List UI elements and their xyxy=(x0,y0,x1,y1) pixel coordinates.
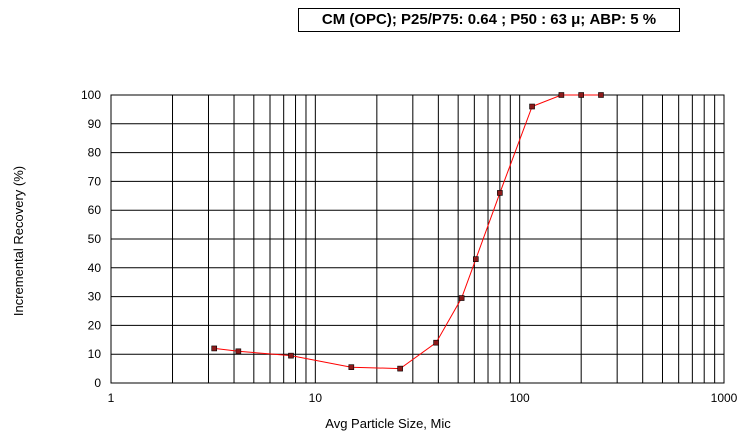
data-point xyxy=(235,348,242,355)
x-tick-label: 1000 xyxy=(711,391,738,405)
y-tick-label: 60 xyxy=(88,203,102,217)
x-tick-label: 100 xyxy=(510,391,530,405)
x-tick-labels: 1 10 100 1000 xyxy=(108,391,738,405)
y-tick-label: 0 xyxy=(94,376,101,390)
data-point xyxy=(558,92,565,98)
y-axis-label: Incremental Recovery (%) xyxy=(11,166,26,316)
chart-title-box: CM (OPC); P25/P75: 0.64 ; P50 : 63 μ; AB… xyxy=(298,8,680,32)
data-point xyxy=(473,256,479,262)
data-point xyxy=(288,352,294,359)
data-markers xyxy=(211,92,604,372)
y-tick-label: 50 xyxy=(88,232,102,246)
data-point xyxy=(211,345,218,352)
y-tick-label: 20 xyxy=(88,318,102,332)
data-point xyxy=(598,92,604,98)
y-tick-label: 90 xyxy=(88,117,102,131)
data-point xyxy=(397,365,403,372)
data-point xyxy=(578,92,584,98)
x-tick-label: 10 xyxy=(309,391,323,405)
data-point xyxy=(497,190,503,196)
y-tick-label: 40 xyxy=(88,261,102,275)
y-tick-label: 80 xyxy=(88,146,102,160)
chart-title: CM (OPC); P25/P75: 0.64 ; P50 : 63 μ; AB… xyxy=(321,11,657,28)
grid-lines xyxy=(110,94,725,384)
y-tick-label: 10 xyxy=(88,347,102,361)
data-point xyxy=(433,339,439,346)
y-tick-label: 70 xyxy=(88,174,102,188)
x-tick-label: 1 xyxy=(108,391,115,405)
series-line xyxy=(214,94,601,370)
y-tick-labels: 0 10 20 30 40 50 60 70 80 90 100 xyxy=(81,88,101,390)
y-tick-label: 100 xyxy=(81,88,101,102)
plot-area-frame xyxy=(110,94,725,384)
y-tick-label: 30 xyxy=(88,290,102,304)
x-axis-label: Avg Particle Size, Mic xyxy=(325,416,451,431)
data-point xyxy=(458,295,465,301)
data-point xyxy=(348,364,355,370)
data-point xyxy=(529,103,535,110)
